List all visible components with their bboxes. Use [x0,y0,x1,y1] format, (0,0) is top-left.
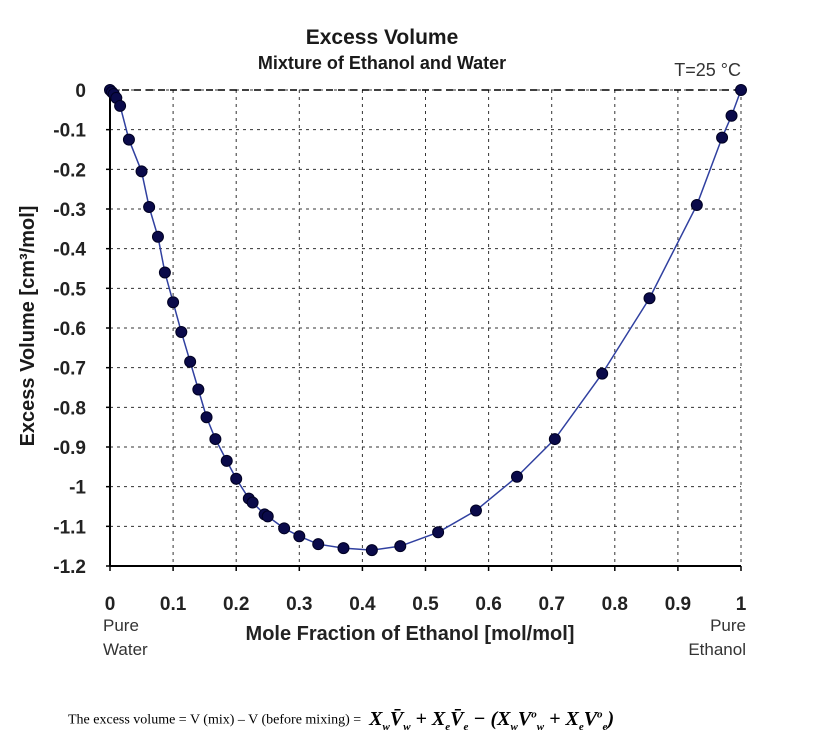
data-point [261,510,274,523]
y-axis-label: Excess Volume [cm³/mol] [17,206,39,447]
data-point [337,542,350,555]
x-tick-label: 0.2 [223,594,249,615]
y-tick-label: -0.4 [53,240,86,261]
data-point [192,383,205,396]
data-point [312,538,325,551]
x-left-end-label-line1: Pure [103,616,139,635]
x-tick-label: 0.5 [412,594,439,615]
data-point [158,266,171,279]
data-point [596,367,609,380]
x-tick-label: 0.4 [349,594,376,615]
y-tick-label: -0.5 [53,279,86,300]
x-tick-label: 0.9 [665,594,691,615]
axes [106,89,742,571]
grid-lines [110,89,742,566]
x-tick-label: 0.1 [160,594,187,615]
data-point [432,526,445,539]
y-tick-label: 0 [75,81,86,102]
data-point [151,230,164,243]
x-axis-label: Mole Fraction of Ethanol [mol/mol] [246,623,575,645]
data-point [725,109,738,122]
y-tick-label: -1.1 [53,517,86,538]
excess-volume-chart: Excess Volume Mixture of Ethanol and Wat… [17,26,747,659]
temperature-annotation: T=25 °C [674,60,741,80]
data-point [293,530,306,543]
y-tick-label: -0.3 [53,200,86,221]
x-tick-label: 0.3 [286,594,312,615]
data-point [246,496,259,509]
data-point [200,411,213,424]
x-right-end-label-line2: Ethanol [688,640,746,659]
formula-expression: XwV̄w + XeV̄e − (XwVow + XeVoe) [369,708,615,733]
data-point [184,355,197,368]
data-point [167,296,180,309]
x-left-end-label-line2: Water [103,640,148,659]
y-tick-label: -0.9 [53,438,86,459]
excess-volume-formula: The excess volume = V (mix) – V (before … [68,708,614,733]
data-point [469,504,482,517]
data-point [548,433,561,446]
data-point [122,133,135,146]
data-point [220,454,233,467]
y-tick-label: -1 [69,478,86,499]
data-point [135,165,148,178]
x-tick-label: 1 [736,594,747,615]
data-point [175,325,188,338]
y-tick-label: -0.8 [53,398,86,419]
x-tick-label: 0.8 [602,594,628,615]
x-tick-label: 0 [105,594,116,615]
data-point [643,292,656,305]
x-right-end-label-line1: Pure [710,616,746,635]
data-point [230,472,243,485]
x-tick-labels: 0 0.1 0.2 0.3 0.4 0.5 0.6 0.7 0.8 0.9 1 [105,594,747,615]
chart-subtitle: Mixture of Ethanol and Water [258,53,506,73]
data-point [690,199,703,212]
y-tick-labels: 0 -0.1 -0.2 -0.3 -0.4 -0.5 -0.6 -0.7 -0.8 -0.9 -1 -… [53,81,86,578]
x-tick-label: 0.7 [538,594,564,615]
data-point [735,84,747,96]
y-tick-label: -0.1 [53,121,86,142]
y-tick-label: -0.2 [53,160,86,181]
data-points [104,84,747,557]
data-point [510,470,523,483]
data-point [278,522,291,535]
y-tick-label: -0.7 [53,359,86,380]
data-point [143,201,156,214]
x-tick-label: 0.6 [475,594,501,615]
data-point [114,99,127,112]
data-point [716,131,729,144]
y-tick-label: -0.6 [53,319,86,340]
series-line [109,89,742,551]
data-point [394,540,407,553]
y-tick-label: -1.2 [53,557,86,578]
data-point [365,544,378,557]
data-point [209,433,222,446]
chart-title: Excess Volume [306,26,459,49]
formula-text: The excess volume = V (mix) – V (before … [68,712,362,728]
